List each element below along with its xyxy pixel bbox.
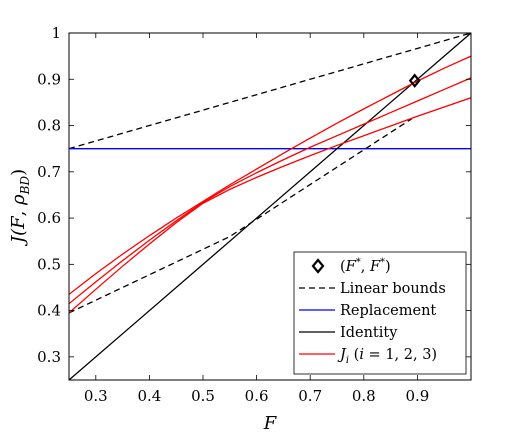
y-tick-label: 1	[51, 24, 61, 42]
y-tick-label: 0.3	[37, 348, 61, 366]
x-tick-label: 0.3	[84, 387, 108, 405]
legend-label-fstar: (F*, F*)	[340, 257, 391, 275]
j-curve-3	[69, 97, 471, 314]
legend-label-linear-bounds: Linear bounds	[340, 281, 446, 297]
legend-marker-diamond	[311, 258, 325, 274]
axes-frame	[68, 32, 472, 381]
linear-bound-line-1	[69, 33, 471, 150]
x-tick-label: 0.6	[245, 387, 269, 405]
j-curve-2	[69, 77, 471, 305]
x-axis: 0.3 0.4 0.5 0.6 0.7 0.8 0.9	[84, 33, 429, 405]
y-tick-label: 0.8	[37, 117, 61, 135]
x-tick-label: 0.8	[352, 387, 376, 405]
x-tick-label: 0.5	[191, 387, 215, 405]
y-axis-label: J(F, ρBD)	[8, 169, 32, 247]
y-tick-label: 0.4	[37, 302, 61, 320]
x-tick-label: 0.9	[405, 387, 429, 405]
j-curve-1	[69, 55, 471, 295]
plot-area	[69, 33, 471, 380]
identity-line	[69, 33, 471, 380]
y-axis: 0.3 0.4 0.5 0.6 0.7 0.8 0.9 1	[37, 24, 471, 366]
fstar-point-marker	[408, 73, 421, 88]
linear-bound-line-2	[69, 118, 413, 314]
legend-label-replacement: Replacement	[340, 303, 436, 319]
x-tick-label: 0.4	[137, 387, 161, 405]
y-tick-label: 0.5	[37, 255, 61, 273]
x-tick-label: 0.7	[298, 387, 322, 405]
y-tick-label: 0.6	[37, 209, 61, 227]
y-tick-label: 0.9	[37, 70, 61, 88]
legend: (F*, F*) Linear bounds Replacement Ident…	[293, 251, 467, 375]
y-tick-label: 0.7	[37, 163, 61, 181]
legend-label-ji: Ji (i = 1, 2, 3)	[337, 347, 437, 366]
legend-label-identity: Identity	[340, 325, 398, 341]
x-axis-label: F	[263, 413, 278, 434]
